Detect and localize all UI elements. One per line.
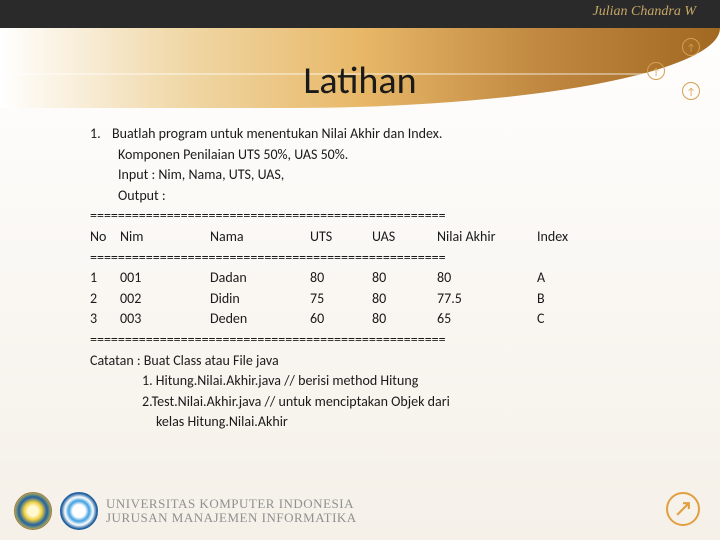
footer-text: UNIVERSITAS KOMPUTER INDONESIA JURUSAN M…: [106, 497, 357, 526]
table-header: No Nim Nama UTS UAS Nilai Akhir Index: [90, 227, 660, 247]
col-uas: UAS: [372, 227, 437, 247]
separator: ========================================…: [90, 206, 660, 226]
up-arrow-icon: ↑: [682, 38, 700, 56]
col-nim: Nim: [120, 227, 210, 247]
table-row: 2 002 Didin 75 80 77.5 B: [90, 289, 660, 309]
col-no: No: [90, 227, 120, 247]
catatan-sub3: kelas Hitung.Nilai.Akhir: [90, 412, 660, 432]
top-bar: Julian Chandra W: [0, 0, 720, 28]
input-line: Input : Nim, Nama, UTS, UAS,: [90, 165, 660, 185]
footer: UNIVERSITAS KOMPUTER INDONESIA JURUSAN M…: [14, 492, 357, 530]
col-idx: Index: [537, 227, 587, 247]
table-row: 3 003 Deden 60 80 65 C: [90, 309, 660, 329]
content-body: 1.Buatlah program untuk menentukan Nilai…: [0, 104, 720, 432]
author-name: Julian Chandra W: [593, 4, 696, 20]
department-logo-icon: [60, 492, 98, 530]
col-uts: UTS: [310, 227, 372, 247]
separator: ========================================…: [90, 330, 660, 350]
next-arrow-icon[interactable]: [666, 492, 700, 526]
exercise-prompt: 1.Buatlah program untuk menentukan Nilai…: [90, 124, 660, 144]
catatan-sub1: 1. Hitung.Nilai.Akhir.java // berisi met…: [90, 371, 660, 391]
table-row: 1 001 Dadan 80 80 80 A: [90, 268, 660, 288]
item-number: 1.: [90, 124, 112, 144]
output-line: Output :: [90, 186, 660, 206]
komponen-line: Komponen Penilaian UTS 50%, UAS 50%.: [90, 145, 660, 165]
page-title: Latihan: [0, 58, 720, 104]
catatan-sub2: 2.Test.Nilai.Akhir.java // untuk mencipt…: [90, 392, 660, 412]
col-nama: Nama: [210, 227, 310, 247]
separator: ========================================…: [90, 248, 660, 268]
col-na: Nilai Akhir: [437, 227, 537, 247]
catatan-line: Catatan : Buat Class atau File java: [90, 351, 660, 371]
university-logo-icon: [14, 492, 52, 530]
